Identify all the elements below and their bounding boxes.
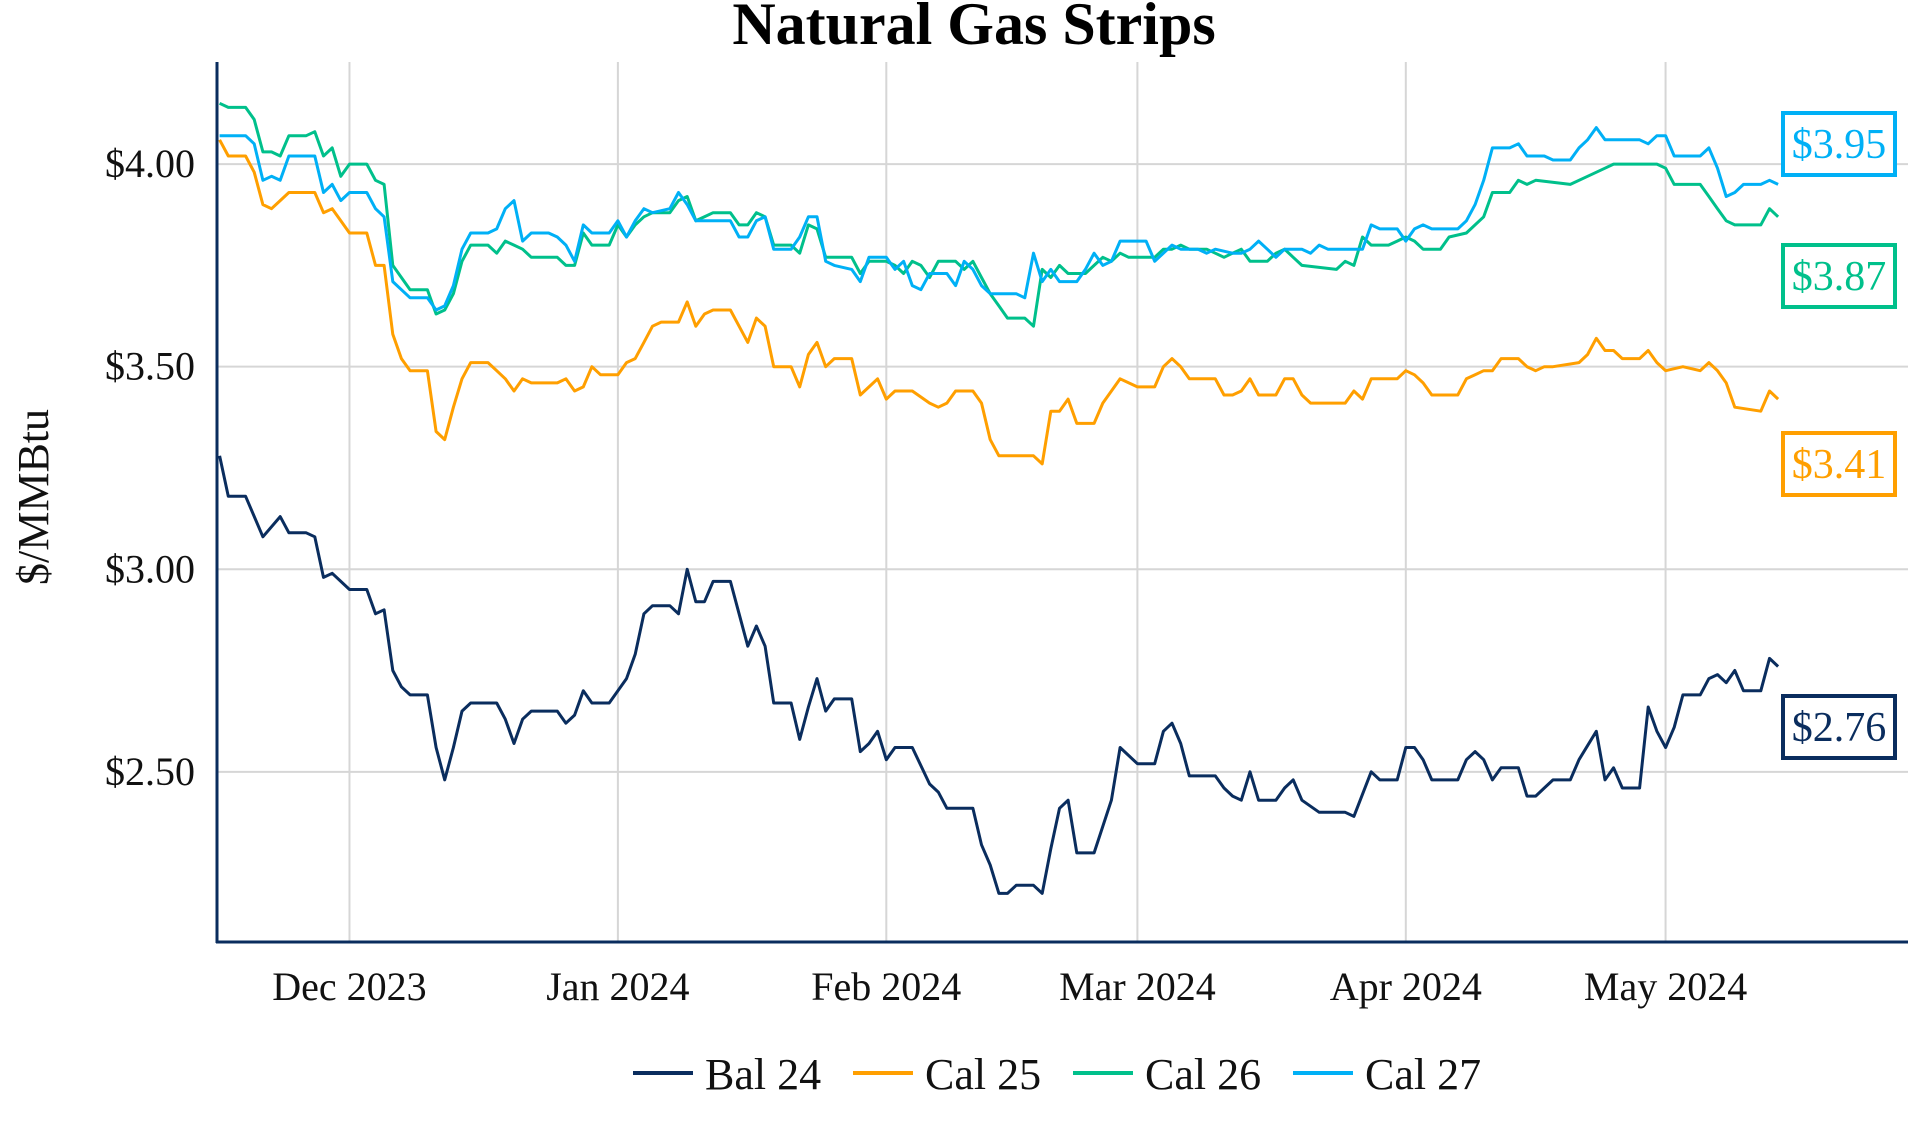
chart-title: Natural Gas Strips xyxy=(732,0,1215,57)
y-tick-label: $3.00 xyxy=(105,546,195,591)
end-label-box-cal-26 xyxy=(1781,243,1897,309)
x-tick-label: Mar 2024 xyxy=(1059,964,1216,1009)
legend-label-cal-26: Cal 26 xyxy=(1145,1050,1261,1099)
x-tick-label: Apr 2024 xyxy=(1330,964,1482,1009)
end-label-bal-24: $2.76 xyxy=(1792,705,1887,751)
legend-label-bal-24: Bal 24 xyxy=(705,1050,821,1099)
axes xyxy=(215,62,1908,944)
tick-labels: $2.50 $3.00 $3.50 $4.00 Dec 2023 Jan 2024 Feb … xyxy=(105,141,1747,1009)
legend-label-cal-25: Cal 25 xyxy=(925,1050,1041,1099)
grid-lines xyxy=(217,62,1908,942)
end-label-cal-26: $3.87 xyxy=(1792,254,1887,300)
y-axis-label: $/MMBtu xyxy=(9,409,58,585)
legend-label-cal-27: Cal 27 xyxy=(1365,1050,1481,1099)
y-tick-label: $4.00 xyxy=(105,141,195,186)
x-tick-label: Feb 2024 xyxy=(811,964,961,1009)
end-label-box-cal-27 xyxy=(1781,111,1897,177)
end-label-box-bal-24 xyxy=(1781,694,1897,760)
y-tick-label: $3.50 xyxy=(105,344,195,389)
end-label-cal-27: $3.95 xyxy=(1792,122,1887,168)
x-tick-label: Jan 2024 xyxy=(546,964,689,1009)
legend: Bal 24 Cal 25 Cal 26 Cal 27 xyxy=(633,1050,1481,1099)
series-line-cal-26 xyxy=(218,101,1780,328)
y-tick-label: $2.50 xyxy=(105,749,195,794)
x-tick-label: May 2024 xyxy=(1584,964,1747,1009)
series-line-cal-27 xyxy=(219,126,1779,312)
end-label-cal-25: $3.41 xyxy=(1792,442,1887,488)
end-value-labels: $2.76 $3.41 $3.87 $3.95 xyxy=(1781,111,1897,760)
series-line-bal-24 xyxy=(218,455,1780,895)
x-tick-label: Dec 2023 xyxy=(272,964,426,1009)
series-line-cal-25 xyxy=(218,139,1780,466)
series-lines xyxy=(218,101,1780,895)
end-label-box-cal-25 xyxy=(1781,431,1897,497)
